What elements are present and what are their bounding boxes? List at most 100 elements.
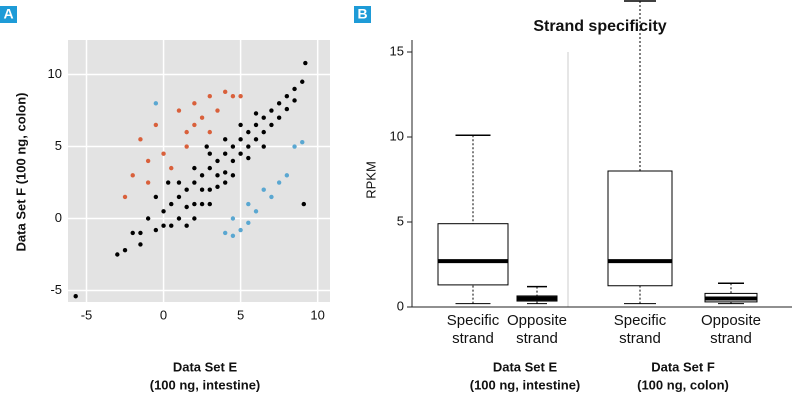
point xyxy=(276,115,282,120)
point xyxy=(215,158,220,164)
y-tick-label: 0 xyxy=(397,298,404,313)
point xyxy=(130,173,135,178)
point xyxy=(161,209,166,214)
y-tick-label: -5 xyxy=(50,282,62,297)
panel-label: B xyxy=(357,6,367,22)
point xyxy=(223,180,228,185)
point xyxy=(261,187,266,192)
point xyxy=(215,173,220,178)
point xyxy=(169,165,174,171)
category-label: Opposite strand xyxy=(506,312,568,347)
point xyxy=(246,155,251,161)
point xyxy=(246,129,251,135)
point xyxy=(122,194,128,200)
group-label: Data Set E xyxy=(493,359,558,374)
point xyxy=(115,252,120,257)
x-tick-label: 10 xyxy=(310,307,324,322)
point xyxy=(192,165,197,171)
point xyxy=(184,187,189,192)
point xyxy=(176,194,182,200)
point xyxy=(138,137,143,142)
point xyxy=(161,223,166,228)
point xyxy=(253,137,259,142)
x-tick-label: 0 xyxy=(160,307,167,322)
point xyxy=(276,101,282,106)
y-tick-label: 15 xyxy=(390,43,404,58)
point xyxy=(238,227,243,233)
point xyxy=(192,101,197,106)
point xyxy=(184,204,189,210)
point xyxy=(303,60,308,66)
point xyxy=(284,93,290,99)
point xyxy=(230,93,236,99)
point xyxy=(223,170,228,175)
y-tick-label: 5 xyxy=(55,138,62,153)
point xyxy=(207,151,212,156)
point xyxy=(292,98,297,103)
box xyxy=(607,170,673,287)
point xyxy=(215,108,220,113)
y-tick-label: 10 xyxy=(48,66,62,81)
point xyxy=(165,180,171,185)
panel-badge xyxy=(0,6,17,23)
point xyxy=(130,230,135,236)
point xyxy=(223,151,228,156)
box xyxy=(437,223,509,286)
point xyxy=(192,180,197,185)
y-tick-label: 10 xyxy=(390,128,404,143)
point xyxy=(122,247,128,253)
point xyxy=(169,223,174,228)
point xyxy=(261,129,266,135)
point xyxy=(184,144,189,149)
point xyxy=(238,122,243,128)
point xyxy=(301,201,306,207)
point xyxy=(153,122,159,128)
point xyxy=(138,230,143,236)
group-label: Data Set F xyxy=(651,359,715,374)
point xyxy=(204,144,209,149)
category-label: Opposite strand xyxy=(700,312,762,347)
point xyxy=(292,144,297,149)
chart-title: Strand specificity xyxy=(533,18,666,35)
point xyxy=(207,129,212,135)
point xyxy=(176,180,182,185)
point xyxy=(253,111,259,116)
point xyxy=(192,216,197,221)
point xyxy=(269,108,274,113)
plot-background xyxy=(68,40,330,302)
point xyxy=(246,144,251,149)
point xyxy=(230,144,236,149)
panel-label: A xyxy=(3,6,13,22)
point xyxy=(145,216,151,221)
group-label: (100 ng, colon) xyxy=(637,377,729,392)
point xyxy=(284,106,290,112)
point xyxy=(192,122,197,128)
point xyxy=(276,180,282,185)
point xyxy=(145,180,151,185)
y-axis-label: Data Set F (100 ng, colon) xyxy=(13,93,28,252)
point xyxy=(300,140,305,145)
point xyxy=(223,137,228,142)
point xyxy=(207,165,212,171)
y-tick-label: 5 xyxy=(397,213,404,228)
point xyxy=(199,201,205,207)
point xyxy=(269,122,274,128)
point xyxy=(261,115,266,120)
x-tick-label: -5 xyxy=(81,307,93,322)
point xyxy=(153,194,159,200)
point xyxy=(230,216,236,221)
point xyxy=(238,151,243,156)
point xyxy=(153,101,159,106)
point xyxy=(300,79,305,84)
category-label: Specific strand xyxy=(613,312,667,347)
point xyxy=(153,227,159,233)
point xyxy=(253,122,259,128)
point xyxy=(215,184,220,190)
point xyxy=(238,137,243,142)
group-label: (100 ng, intestine) xyxy=(470,377,581,392)
point xyxy=(269,194,274,200)
point xyxy=(207,93,212,99)
point xyxy=(199,173,205,178)
point xyxy=(184,129,189,135)
